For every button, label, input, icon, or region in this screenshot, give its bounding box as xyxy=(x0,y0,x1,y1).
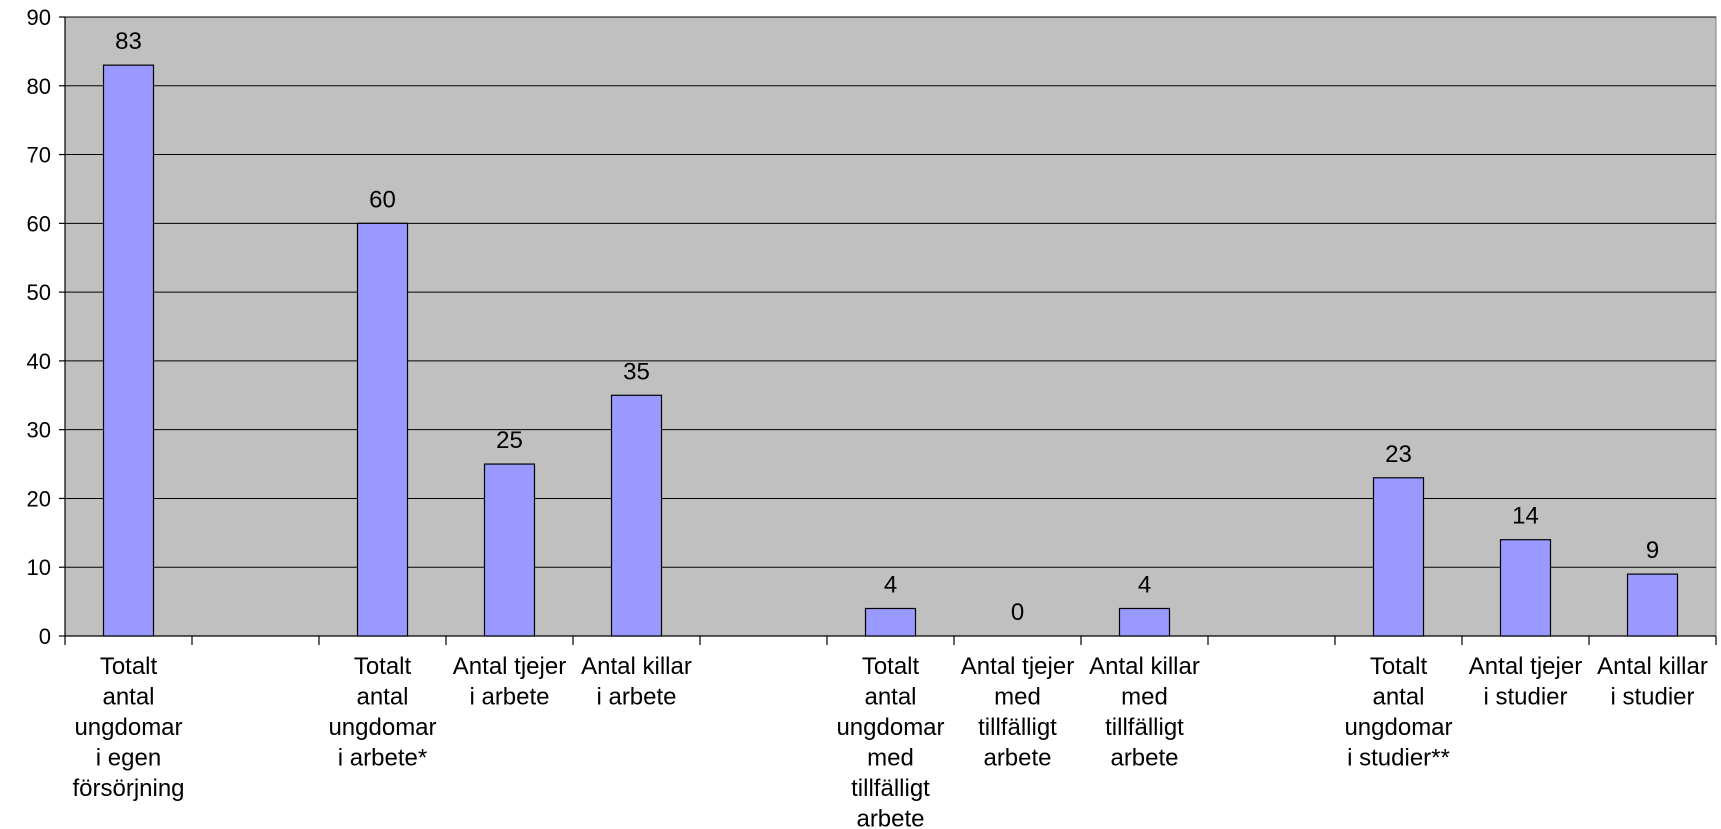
y-tick-label: 40 xyxy=(27,349,51,374)
x-tick-label-line: antal xyxy=(1372,684,1424,711)
data-label: 14 xyxy=(1512,503,1539,530)
x-tick-label: Totalt antal ungdomar i studier** xyxy=(1344,653,1452,772)
x-tick-label-line: ungdomar xyxy=(836,714,944,741)
x-tick-label-line: antal xyxy=(864,684,916,711)
y-tick-label: 60 xyxy=(27,211,51,236)
x-tick-label-line: ungdomar xyxy=(1344,714,1452,741)
x-tick-label-line: i studier xyxy=(1483,684,1567,711)
x-tick-label: Totalt antal ungdomar med tillfälligt arbete xyxy=(836,653,944,829)
bar xyxy=(1372,477,1425,637)
bar xyxy=(102,64,155,637)
bar xyxy=(356,222,409,637)
x-tick-label: Totalt antal ungdomar i arbete* xyxy=(328,653,436,772)
x-tick-label: Antal killar med tillfälligt arbete xyxy=(1089,653,1200,772)
y-tick-label: 50 xyxy=(27,280,51,305)
x-tick-label: Antal killar i arbete xyxy=(581,653,692,711)
data-label: 60 xyxy=(369,186,396,213)
x-tick-label-line: Antal killar xyxy=(1089,653,1200,680)
bar xyxy=(1626,573,1679,637)
x-tick-label-line: Antal tjejer xyxy=(1469,653,1582,680)
bar xyxy=(864,607,917,637)
x-tick-label-line: arbete xyxy=(856,806,924,829)
x-tick-label-line: i egen xyxy=(96,745,161,772)
x-tick-label-line: antal xyxy=(102,684,154,711)
x-tick-label: Antal tjejer i studier xyxy=(1469,653,1582,711)
x-tick-label-line: i arbete xyxy=(469,684,549,711)
x-tick-label-line: tillfälligt xyxy=(851,775,930,802)
plot-area xyxy=(64,16,1717,637)
x-tick-label-line: i arbete* xyxy=(338,745,427,772)
x-tick-label-line: med xyxy=(867,745,914,772)
x-tick-label-line: försörjning xyxy=(72,775,184,802)
data-label: 25 xyxy=(496,427,523,454)
y-tick-label: 70 xyxy=(27,143,51,168)
data-label: 4 xyxy=(1138,571,1151,598)
x-tick-label-line: tillfälligt xyxy=(978,714,1057,741)
x-tick-label-line: ungdomar xyxy=(328,714,436,741)
y-tick-label: 30 xyxy=(27,418,51,443)
x-tick-label: Antal tjejer med tillfälligt arbete xyxy=(961,653,1074,772)
y-tick-label: 10 xyxy=(27,555,51,580)
x-tick-label-line: ungdomar xyxy=(74,714,182,741)
y-tick-label: 0 xyxy=(39,624,51,649)
x-tick-label-line: med xyxy=(994,684,1041,711)
x-tick-label-line: antal xyxy=(356,684,408,711)
data-label: 83 xyxy=(115,28,142,55)
bar xyxy=(1118,607,1171,637)
bar xyxy=(1499,539,1552,637)
x-tick-label-line: Antal killar xyxy=(581,653,692,680)
data-label: 4 xyxy=(884,571,897,598)
bar xyxy=(483,463,536,637)
data-label: 35 xyxy=(623,358,650,385)
x-tick-label: Antal killar i studier xyxy=(1597,653,1708,711)
data-label: 0 xyxy=(1011,599,1024,626)
y-tick-label: 80 xyxy=(27,74,51,99)
x-tick-label: Antal tjejer i arbete xyxy=(453,653,566,711)
bar xyxy=(610,394,663,637)
x-tick-label-line: Antal tjejer xyxy=(961,653,1074,680)
y-tick-label: 20 xyxy=(27,486,51,511)
x-tick-label-line: tillfälligt xyxy=(1105,714,1184,741)
data-label: 9 xyxy=(1646,537,1659,564)
x-tick-label-line: Totalt xyxy=(354,653,412,680)
x-tick-label-line: arbete xyxy=(983,745,1051,772)
x-tick-label-line: i studier xyxy=(1610,684,1694,711)
x-tick-label-line: med xyxy=(1121,684,1168,711)
x-tick-label-line: Totalt xyxy=(100,653,158,680)
x-tick-label: Totalt antal ungdomar i egen försörjning xyxy=(72,653,184,802)
x-tick-label-line: Antal killar xyxy=(1597,653,1708,680)
x-tick-label-line: Totalt xyxy=(862,653,920,680)
y-tick-label: 90 xyxy=(27,5,51,30)
data-label: 23 xyxy=(1385,441,1412,468)
x-tick-label-line: arbete xyxy=(1110,745,1178,772)
x-tick-label-line: i arbete xyxy=(596,684,676,711)
x-tick-label-line: Totalt xyxy=(1370,653,1428,680)
x-tick-label-line: i studier** xyxy=(1347,745,1450,772)
x-tick-label-line: Antal tjejer xyxy=(453,653,566,680)
